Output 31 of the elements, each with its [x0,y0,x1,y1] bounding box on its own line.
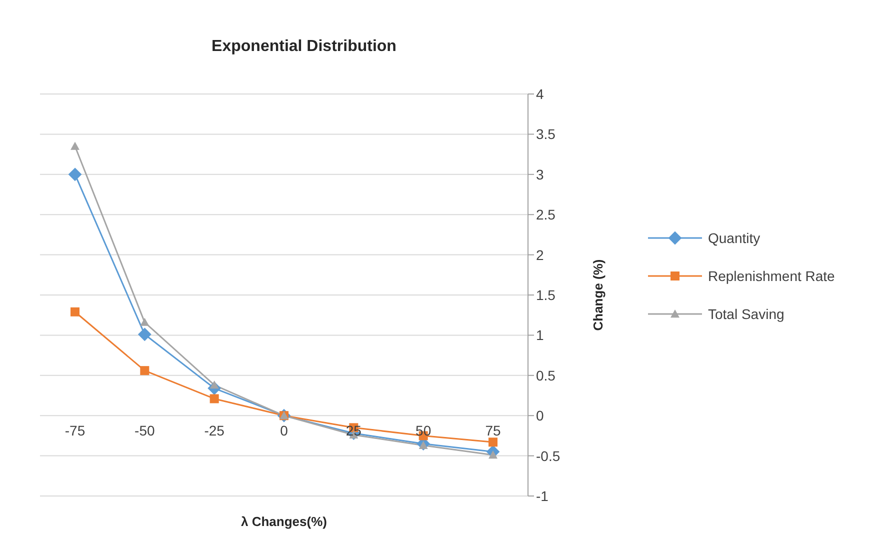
y-tick-label: 3.5 [536,126,556,142]
y-tick-label: 0 [536,408,544,424]
point [140,366,150,376]
point [140,318,150,326]
y-axis-title: Change (%) [590,259,606,331]
y-tick-label: 1.5 [536,286,556,303]
x-axis-title: λ Changes(%) [241,514,327,529]
x-tick-label: -50 [134,422,155,439]
x-tick-label: 75 [485,422,501,439]
y-tick-label: 4 [536,86,544,102]
point [70,307,80,316]
y-tick-label: -1 [536,488,549,504]
x-tick-label: -75 [64,422,86,439]
y-tick-label: 2 [536,246,544,263]
y-tick-label: 2.5 [536,206,556,223]
y-tick-label: -0.5 [536,448,560,464]
point [70,142,80,150]
legend-label: Replenishment Rate [708,268,835,284]
y-tick-label: 3 [536,166,544,182]
x-tick-label: -25 [204,422,225,439]
point [488,438,498,447]
x-tick-label: 25 [346,422,362,439]
chart-title: Exponential Distribution [210,38,398,56]
x-tick-label: 0 [280,422,288,439]
legend-label: Quantity [708,230,760,246]
y-tick-label: 1 [536,327,544,344]
point [210,394,219,404]
y-tick-label: 0.5 [536,367,556,384]
legend-label: Total Saving [708,306,784,322]
point [68,168,82,181]
point [138,328,152,341]
